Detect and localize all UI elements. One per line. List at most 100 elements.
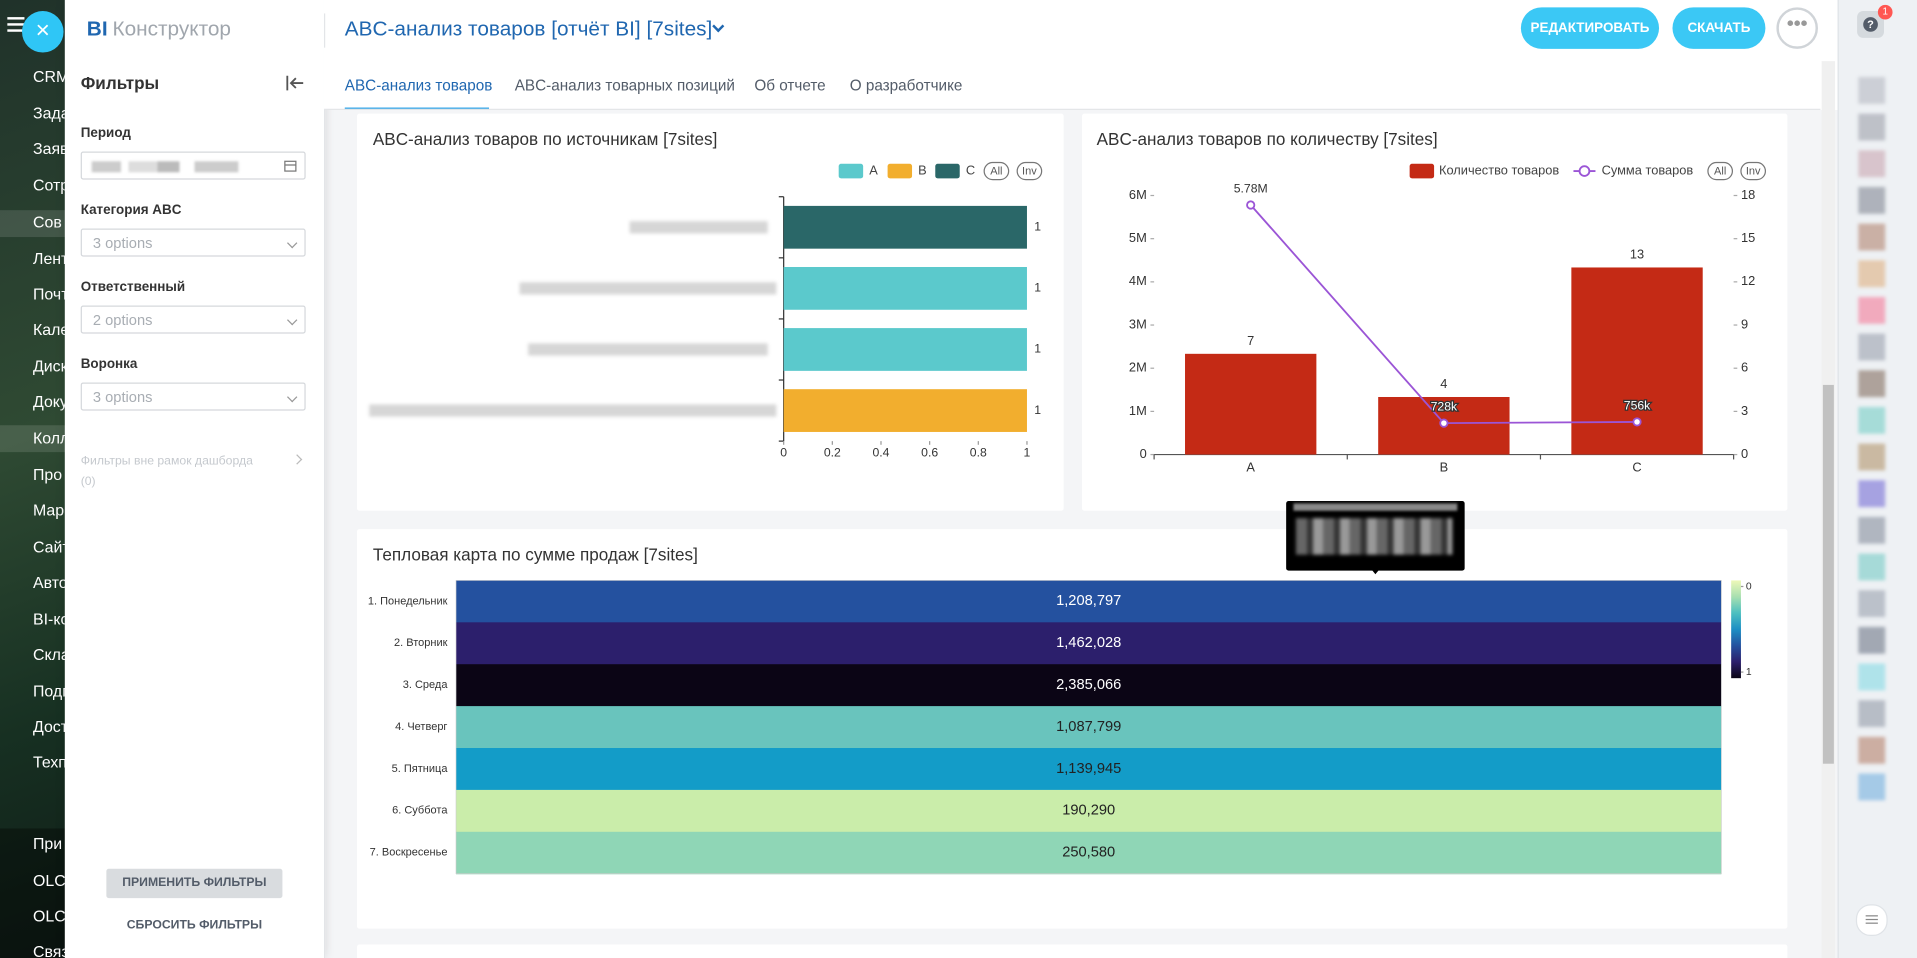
scrollbar[interactable]: [1821, 61, 1836, 958]
more-button[interactable]: •••: [1776, 7, 1818, 49]
row-label: 7. Воскресенье: [370, 847, 448, 859]
report-title[interactable]: ABC-анализ товаров [отчёт BI] [7sites]: [344, 17, 713, 41]
legend-button[interactable]: [1740, 161, 1767, 181]
row-label: 3. Среда: [403, 679, 449, 691]
divider: [323, 13, 326, 48]
line-point: [1632, 417, 1642, 427]
legend-label: Сумма товаров: [1602, 162, 1694, 177]
tab[interactable]: ABC-анализ товаров: [344, 76, 493, 95]
collapse-icon[interactable]: [285, 75, 305, 92]
legend-button[interactable]: [1707, 161, 1734, 181]
heat-cell: [456, 622, 1722, 665]
title-chevron[interactable]: [712, 20, 725, 33]
legend-swatch[interactable]: [838, 163, 864, 179]
card: Тепловая карта по сумме продаж [7sites] 1…: [356, 529, 1788, 929]
nav-item: Подп: [33, 681, 71, 701]
card: [356, 944, 1788, 958]
legend-marker: [1578, 165, 1591, 177]
avatar: [1858, 260, 1886, 288]
nav-item: Мар: [33, 500, 65, 520]
nav-item: OLC: [33, 871, 66, 890]
nav-item: Авто: [33, 573, 68, 592]
nav-item: OLC: [33, 906, 66, 926]
data-label: 1: [1034, 403, 1041, 417]
heatmap-border: [455, 580, 1722, 874]
y2-tick-label: 18: [1741, 187, 1755, 202]
cell-label: 1,087,799: [1056, 719, 1121, 735]
avatar: [1858, 443, 1886, 471]
data-label: 1: [1034, 342, 1041, 356]
filter-select[interactable]: 3 options: [80, 382, 306, 411]
nav-item: Заяв: [33, 139, 69, 158]
tab[interactable]: Об отчете: [754, 76, 826, 95]
y2-tick-label: 3: [1741, 403, 1748, 418]
x-tick-label: 0.6: [921, 446, 938, 460]
menu-icon[interactable]: [7, 17, 25, 20]
heat-cell: [456, 789, 1722, 833]
y-tick-label: 6M: [1129, 187, 1147, 202]
avatar: [1858, 516, 1886, 544]
data-label: 13: [1630, 247, 1644, 262]
filter-value: 3 options: [92, 388, 153, 406]
legend-button-label: All: [1714, 166, 1726, 178]
tab[interactable]: ABC-анализ товарных позиций: [514, 76, 735, 95]
x-tick-label: B: [1440, 459, 1449, 474]
avatar: [1858, 736, 1886, 764]
filter-label: Период: [80, 125, 131, 141]
logo-bi: BI: [86, 17, 108, 41]
avatar: [1858, 626, 1886, 654]
chat-button[interactable]: [1855, 904, 1888, 937]
download-button[interactable]: СКАЧАТЬ: [1672, 7, 1766, 49]
tooltip-arrow: [1370, 568, 1381, 575]
legend-swatch[interactable]: [887, 163, 913, 179]
heat-cell: [456, 580, 1722, 623]
row-label: 2. Вторник: [394, 637, 448, 649]
data-label: 4: [1440, 376, 1447, 391]
nav-item: Колл: [33, 428, 70, 448]
cell-label: 250,580: [1062, 845, 1115, 861]
filter-select[interactable]: 3 options: [80, 228, 306, 257]
header: ABC-анализ товаров [отчёт BI] [7sites] Р…: [323, 0, 1838, 110]
tooltip: [1286, 500, 1465, 575]
heat-cell: [456, 831, 1722, 875]
y2-tick-label: 6: [1741, 360, 1748, 375]
card: ABC-анализ товаров по количеству [7sites…: [1081, 113, 1788, 511]
outside-filters[interactable]: Фильтры вне рамок дашборда: [80, 454, 253, 469]
data-label: 1: [1034, 281, 1041, 295]
x-tick-label: 0: [780, 446, 787, 460]
avatar: [1858, 370, 1886, 398]
nav-item: CRM: [33, 67, 70, 86]
legend-button[interactable]: [983, 161, 1010, 181]
y-tick-label: 2M: [1129, 360, 1147, 375]
y2-tick-label: 0: [1741, 446, 1748, 461]
legend-button[interactable]: [1016, 161, 1043, 181]
legend-swatch[interactable]: [1409, 163, 1435, 179]
help-icon: ?: [1863, 17, 1878, 32]
chart: Тепловая карта по сумме продаж [7sites] 1…: [368, 546, 1752, 875]
data-label: 756k: [1624, 398, 1651, 412]
filter-input[interactable]: [80, 151, 306, 180]
nav-item: Сайт: [33, 537, 70, 556]
edit-button[interactable]: РЕДАКТИРОВАТЬ: [1520, 7, 1660, 49]
scroll-thumb[interactable]: [1822, 384, 1834, 764]
avatar: [1858, 296, 1886, 324]
apply-button[interactable]: ПРИМЕНИТЬ ФИЛЬТРЫ: [106, 868, 283, 899]
data-label: 728k: [1431, 399, 1458, 413]
heat-cell: [456, 706, 1722, 749]
close-button[interactable]: ×: [22, 10, 64, 53]
row-label: 1. Понедельник: [368, 595, 448, 607]
filter-value: 2 options: [92, 311, 153, 329]
reset-button[interactable]: СБРОСИТЬ ФИЛЬТРЫ: [126, 918, 263, 933]
y2-tick-label: 12: [1741, 273, 1755, 288]
row-label: 4. Четверг: [395, 721, 447, 733]
blurred-text: [1293, 503, 1458, 511]
colorbar: [1731, 580, 1741, 679]
bar: [783, 389, 1027, 432]
legend-swatch[interactable]: [935, 163, 960, 179]
data-label: 5.78M: [1234, 181, 1268, 195]
filter-select[interactable]: 2 options: [80, 305, 306, 334]
tab[interactable]: О разработчике: [849, 76, 963, 95]
avatar: [1858, 663, 1886, 691]
y-tick-label: 3M: [1129, 316, 1147, 331]
